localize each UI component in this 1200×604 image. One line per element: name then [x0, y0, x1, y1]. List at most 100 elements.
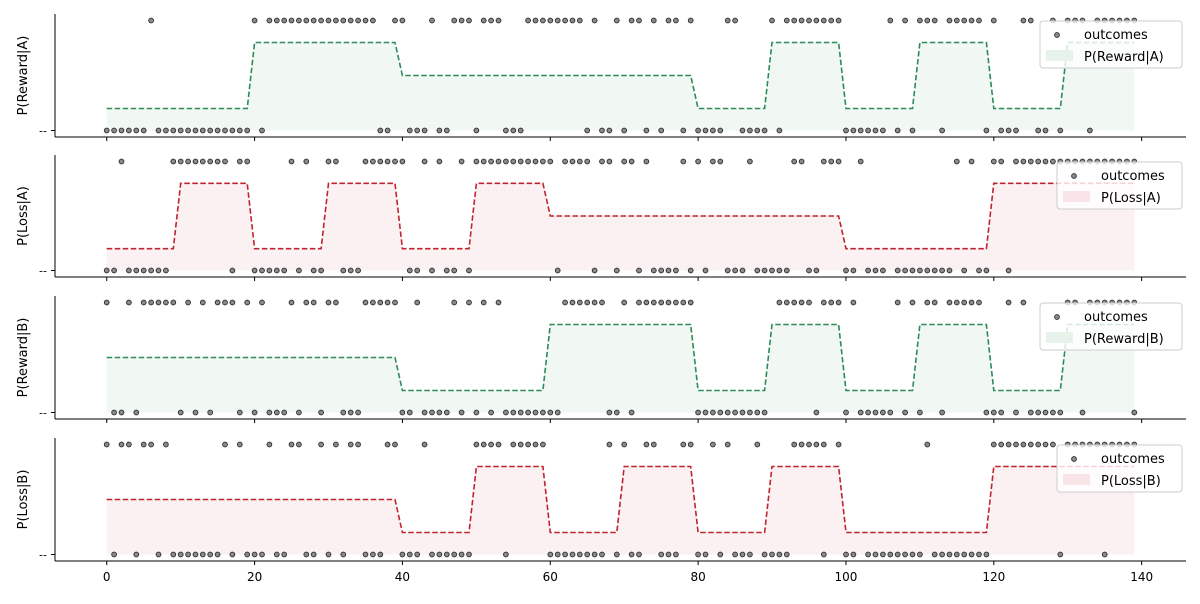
outcome-point — [414, 299, 421, 306]
outcome-point — [480, 158, 487, 165]
outcome-point — [480, 441, 487, 448]
outcome-point — [318, 17, 324, 24]
outcome-point — [222, 299, 228, 306]
outcome-point — [791, 17, 798, 24]
outcome-point — [628, 17, 635, 24]
outcome-point — [606, 441, 613, 448]
outcome-point — [244, 158, 251, 165]
outcome-point — [894, 551, 901, 558]
outcome-point — [503, 551, 509, 558]
outcome-point — [222, 127, 228, 134]
outcome-point — [650, 299, 657, 306]
outcome-point — [547, 409, 554, 416]
outcome-point — [406, 551, 413, 558]
outcome-point — [480, 299, 487, 306]
outcome-point — [658, 551, 665, 558]
outcome-point — [783, 299, 790, 306]
outcome-point — [473, 409, 480, 416]
outcome-point — [843, 551, 849, 558]
outcome-point — [495, 299, 502, 306]
outcome-point — [820, 158, 827, 165]
outcome-point — [333, 441, 339, 448]
outcome-point — [983, 551, 990, 558]
outcome-point — [1020, 158, 1027, 165]
legend-series-label: P(Loss|B) — [1101, 474, 1161, 489]
outcome-point — [909, 551, 916, 558]
outcome-point — [111, 127, 117, 134]
outcome-point — [613, 267, 620, 274]
outcome-point — [687, 441, 694, 448]
outcome-point — [717, 409, 724, 416]
outcome-point — [976, 267, 982, 274]
outcome-point — [791, 158, 798, 165]
outcome-point — [613, 409, 620, 416]
outcome-point — [377, 127, 384, 134]
outcome-point — [761, 551, 768, 558]
outcome-point — [370, 551, 376, 558]
outcome-point — [488, 441, 494, 448]
outcome-point — [613, 551, 620, 558]
outcome-point — [606, 158, 613, 165]
outcome-point — [236, 409, 243, 416]
outcome-point — [347, 267, 354, 274]
outcome-point — [510, 158, 517, 165]
outcome-point — [458, 551, 465, 558]
outcome-point — [902, 409, 908, 416]
outcome-point — [281, 409, 288, 416]
outcome-point — [207, 409, 214, 416]
outcome-point — [621, 299, 628, 306]
outcome-point — [503, 409, 509, 416]
outcome-point — [813, 17, 820, 24]
outcome-point — [687, 299, 694, 306]
outcome-point — [776, 551, 783, 558]
outcome-point — [421, 409, 428, 416]
outcome-point — [569, 158, 576, 165]
x-tick-label: 0 — [103, 570, 111, 584]
outcome-point — [658, 127, 665, 134]
outcome-point — [917, 267, 923, 274]
outcome-point — [163, 441, 169, 448]
outcome-point — [118, 409, 125, 416]
outcome-point — [924, 267, 931, 274]
outcome-point — [540, 17, 546, 24]
outcome-point — [340, 17, 347, 24]
outcome-point — [126, 267, 132, 274]
x-tick-label: 120 — [982, 570, 1005, 584]
outcome-point — [783, 267, 790, 274]
outcome-point — [961, 299, 968, 306]
outcome-point — [1079, 409, 1086, 416]
outcome-point — [953, 299, 960, 306]
outcome-point — [1005, 127, 1012, 134]
outcome-point — [702, 267, 709, 274]
outcome-point — [695, 158, 701, 165]
outcome-point — [540, 409, 546, 416]
outcome-point — [835, 441, 842, 448]
outcome-point — [207, 158, 214, 165]
outcome-point — [170, 551, 177, 558]
outcome-point — [599, 551, 605, 558]
outcome-point — [103, 127, 110, 134]
outcome-point — [466, 267, 472, 274]
outcome-point — [170, 127, 177, 134]
outcome-point — [584, 551, 591, 558]
outcome-point — [650, 17, 657, 24]
outcome-point — [813, 267, 820, 274]
outcome-point — [843, 267, 849, 274]
outcome-point — [333, 158, 339, 165]
y-tick-label: -- — [39, 125, 47, 138]
outcome-point — [554, 267, 561, 274]
outcome-point — [724, 267, 731, 274]
x-tick-label: 100 — [835, 570, 858, 584]
outcome-point — [710, 441, 716, 448]
outcome-point — [325, 551, 332, 558]
outcome-point — [1087, 127, 1093, 134]
legend-outcomes-label: outcomes — [1101, 452, 1165, 467]
outcome-point — [547, 17, 554, 24]
outcome-point — [370, 158, 376, 165]
outcome-point — [769, 267, 775, 274]
outcome-point — [510, 409, 517, 416]
outcome-point — [192, 127, 199, 134]
outcome-point — [222, 441, 228, 448]
outcome-point — [591, 17, 598, 24]
outcome-point — [776, 127, 783, 134]
